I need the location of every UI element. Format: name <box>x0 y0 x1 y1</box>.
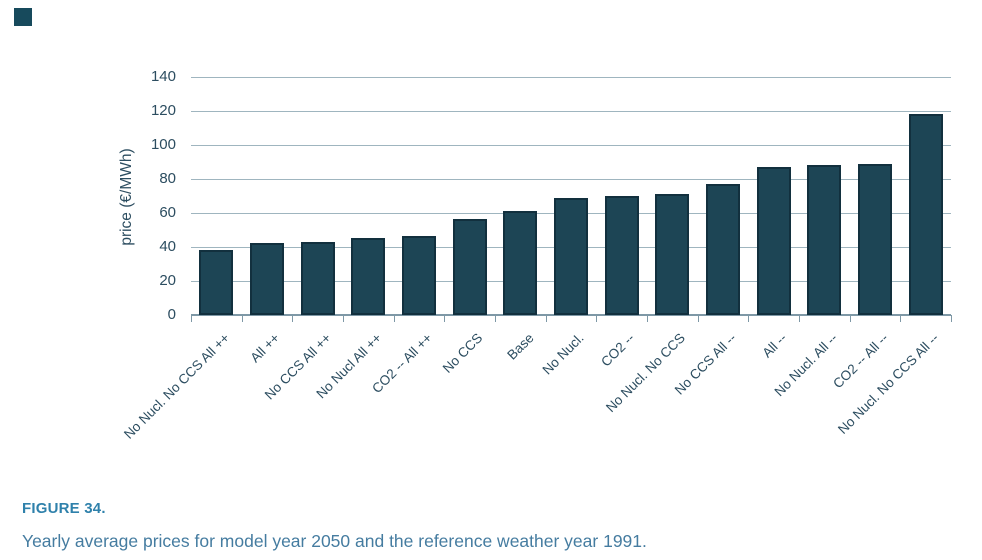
figure-caption: Yearly average prices for model year 205… <box>22 531 647 551</box>
y-tick-label: 60 <box>159 203 176 221</box>
bar <box>554 197 588 315</box>
x-axis-tick <box>849 315 851 322</box>
x-axis-tick <box>748 315 750 322</box>
x-axis-label: CO2 -- <box>598 330 638 370</box>
bar <box>908 113 943 315</box>
x-axis-label: No Nucl. No CCS All ++ <box>120 330 233 442</box>
bar <box>858 163 892 315</box>
x-axis-label: Base <box>503 330 537 363</box>
y-tick-label: 40 <box>159 237 176 255</box>
gridline <box>191 179 951 180</box>
x-axis-tick <box>545 315 547 322</box>
x-axis-label: All ++ <box>247 330 283 366</box>
bar <box>402 235 436 315</box>
y-axis-title: price (€/MWh) <box>118 148 135 246</box>
x-axis-tick <box>191 315 192 322</box>
bar <box>250 242 284 315</box>
x-axis-label: No Nucl. <box>539 330 587 378</box>
bar <box>604 196 639 315</box>
bar <box>199 250 234 315</box>
x-axis-tick <box>241 315 243 322</box>
x-axis-tick <box>647 315 648 322</box>
y-tick-label: 20 <box>159 271 176 289</box>
x-axis-line <box>191 314 951 316</box>
x-axis-tick <box>495 315 496 322</box>
y-tick-label: 80 <box>159 169 176 187</box>
figure-label: FIGURE 34. <box>22 500 106 517</box>
gridline <box>191 77 951 78</box>
x-axis-label: No Nucl. No CCS All -- <box>834 330 942 437</box>
x-axis-tick <box>393 315 395 322</box>
y-tick-label: 100 <box>150 135 176 153</box>
bar <box>452 218 487 315</box>
x-axis-label: No CCS <box>439 330 486 376</box>
x-axis-tick <box>292 315 294 322</box>
bar <box>300 241 335 315</box>
bar <box>756 167 791 315</box>
y-tick-label: 140 <box>150 67 176 85</box>
bar <box>351 237 386 315</box>
y-tick-label: 120 <box>150 101 176 119</box>
bar <box>706 184 740 315</box>
gridline <box>191 111 951 112</box>
x-axis-tick <box>900 315 902 322</box>
x-axis-tick <box>343 315 344 322</box>
chart: price (€/MWh) 0 20 40 60 80 100 120 140 No Nucl.… <box>118 67 952 442</box>
bar <box>503 211 538 315</box>
x-axis-tick <box>697 315 699 322</box>
x-axis-tick <box>951 315 952 322</box>
bar <box>807 165 842 315</box>
gridline <box>191 145 951 146</box>
y-tick-label: 0 <box>167 305 176 323</box>
x-axis-label: All -- <box>759 330 790 361</box>
x-axis-tick <box>444 315 446 322</box>
x-axis-tick <box>596 315 598 322</box>
x-axis-tick <box>799 315 800 322</box>
page-corner-marker <box>14 8 32 26</box>
bar <box>655 194 690 315</box>
